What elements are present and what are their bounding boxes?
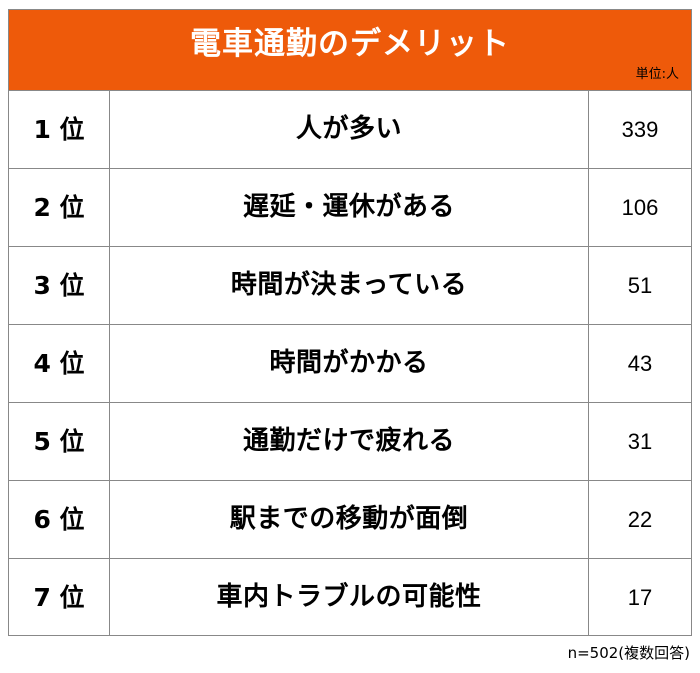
table-header: 電車通勤のデメリット 単位:人 bbox=[9, 10, 691, 91]
item-cell: 車内トラブルの可能性 bbox=[110, 559, 589, 636]
value-cell: 106 bbox=[621, 195, 659, 220]
table-row: 5 位通勤だけで疲れる 31 bbox=[9, 403, 691, 481]
item-cell: 遅延・運休がある bbox=[110, 169, 589, 246]
unit-label: 単位:人 bbox=[635, 67, 679, 82]
table-row: 1 位人が多い 339 bbox=[9, 91, 691, 169]
value-cell: 22 bbox=[627, 507, 653, 532]
item-cell: 人が多い bbox=[110, 91, 589, 168]
rank-cell: 3 位 bbox=[9, 247, 110, 324]
table-row: 4 位時間がかかる 43 bbox=[9, 325, 691, 403]
item-cell: 通勤だけで疲れる bbox=[110, 403, 589, 480]
value-cell: 43 bbox=[627, 351, 653, 376]
rank-cell: 4 位 bbox=[9, 325, 110, 402]
item-cell: 時間が決まっている bbox=[110, 247, 589, 324]
item-cell: 時間がかかる bbox=[110, 325, 589, 402]
value-cell: 31 bbox=[627, 429, 653, 454]
table-body: 1 位人が多い 339 2 位遅延・運休がある 106 3 位時間が決まっている 51 4 … bbox=[9, 91, 691, 636]
sample-note: n=502(複数回答) bbox=[567, 644, 690, 662]
rank-cell: 6 位 bbox=[9, 481, 110, 558]
rank-cell: 5 位 bbox=[9, 403, 110, 480]
rank-cell: 2 位 bbox=[9, 169, 110, 246]
rank-cell: 7 位 bbox=[9, 559, 110, 636]
ranking-table: 電車通勤のデメリット 単位:人 1 位人が多い 339 2 位遅延・運休がある 106… bbox=[8, 9, 692, 636]
table-row: 3 位時間が決まっている 51 bbox=[9, 247, 691, 325]
value-cell: 51 bbox=[627, 273, 653, 298]
table-row: 7 位車内トラブルの可能性 17 bbox=[9, 559, 691, 636]
value-cell: 339 bbox=[621, 117, 659, 142]
item-cell: 駅までの移動が面倒 bbox=[110, 481, 589, 558]
table-title: 電車通勤のデメリット bbox=[190, 26, 510, 62]
table-row: 2 位遅延・運休がある 106 bbox=[9, 169, 691, 247]
rank-cell: 1 位 bbox=[9, 91, 110, 168]
table-row: 6 位駅までの移動が面倒 22 bbox=[9, 481, 691, 559]
value-cell: 17 bbox=[627, 585, 653, 610]
